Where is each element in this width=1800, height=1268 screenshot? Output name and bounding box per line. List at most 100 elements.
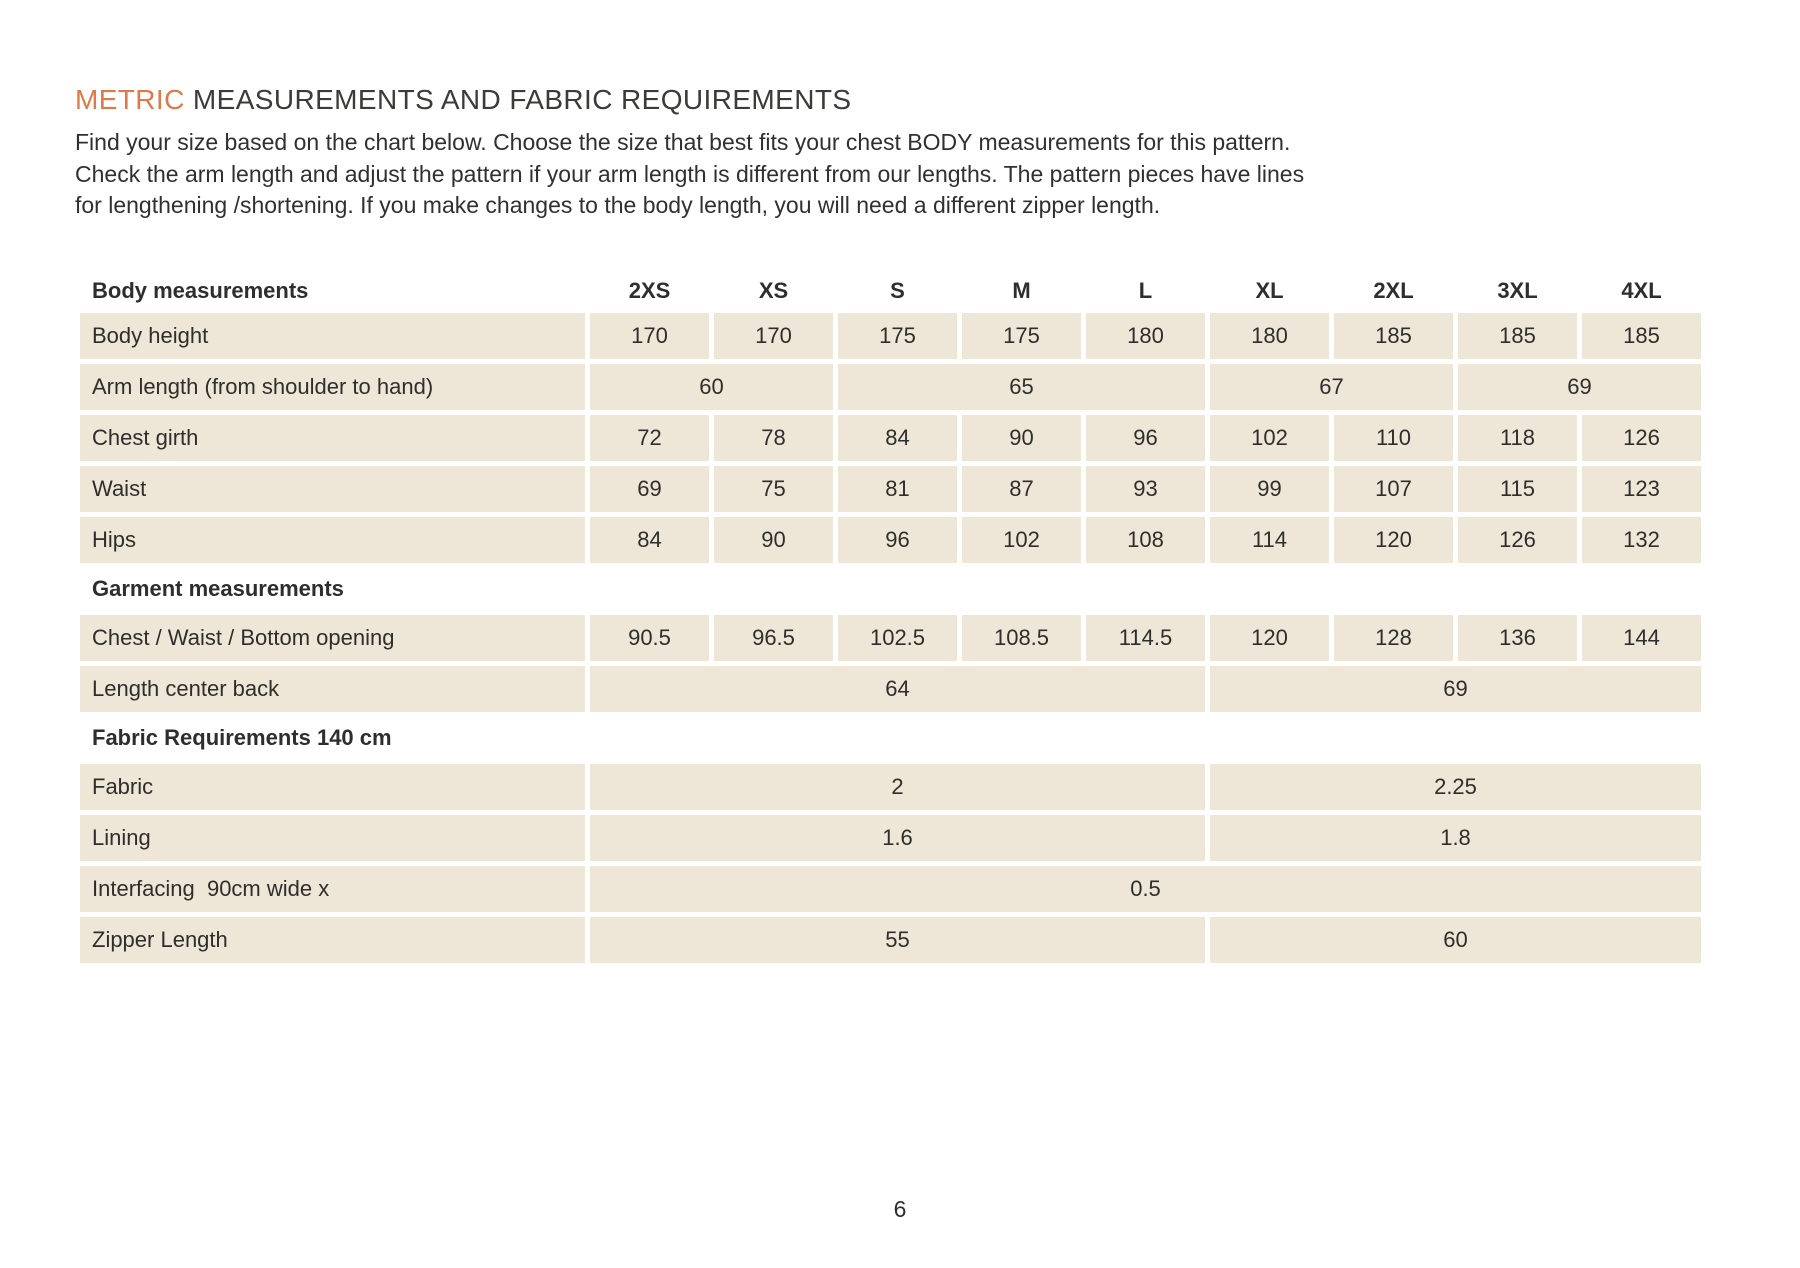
row-label: Chest / Waist / Bottom opening [80, 614, 585, 661]
value-cell: 180 [1086, 312, 1205, 359]
value-cell: 144 [1582, 614, 1701, 661]
merged-value-cell: 69 [1458, 363, 1701, 410]
page-number: 6 [893, 1196, 907, 1222]
value-cell: 180 [1210, 312, 1329, 359]
value-cell: 90.5 [590, 614, 709, 661]
merged-value-cell: 2.25 [1210, 763, 1701, 810]
row-label: Length center back [80, 665, 585, 712]
size-column-header-m: M [1012, 277, 1031, 303]
value-cell: 115 [1458, 465, 1577, 512]
page-content: METRIC MEASUREMENTS AND FABRIC REQUIREME… [75, 84, 1735, 968]
row-label: Fabric [80, 763, 585, 810]
size-column-header-xl: XL [1255, 277, 1284, 303]
value-cell: 93 [1086, 465, 1205, 512]
value-cell: 72 [590, 414, 709, 461]
row-label: Hips [80, 516, 585, 563]
row-label: Waist [80, 465, 585, 512]
size-column-header-l: L [1138, 277, 1153, 303]
merged-value-cell: 60 [590, 363, 833, 410]
row-fabric: Fabric 2 2.25 [80, 763, 1701, 810]
value-cell: 120 [1334, 516, 1453, 563]
value-cell: 120 [1210, 614, 1329, 661]
size-column-header-xs: XS [758, 277, 789, 303]
value-cell: 110 [1334, 414, 1453, 461]
measurements-table: Body measurements 2XS XS S M L XL 2XL 3X… [75, 269, 1706, 968]
value-cell: 96.5 [714, 614, 833, 661]
section-header-label: Garment measurements [92, 575, 344, 601]
merged-value-cell: 67 [1210, 363, 1453, 410]
value-cell: 102 [1210, 414, 1329, 461]
value-cell: 132 [1582, 516, 1701, 563]
row-chest-girth: Chest girth 72 78 84 90 96 102 110 118 1… [80, 414, 1701, 461]
merged-value-cell: 1.8 [1210, 814, 1701, 861]
value-cell: 136 [1458, 614, 1577, 661]
value-cell: 69 [590, 465, 709, 512]
size-column-header-2xs: 2XS [628, 277, 671, 303]
row-label: Lining [80, 814, 585, 861]
value-cell: 185 [1334, 312, 1453, 359]
row-label: Zipper Length [80, 916, 585, 963]
value-cell: 108.5 [962, 614, 1081, 661]
row-interfacing: Interfacing 90cm wide x 0.5 [80, 865, 1701, 912]
row-waist: Waist 69 75 81 87 93 99 107 115 123 [80, 465, 1701, 512]
value-cell: 185 [1458, 312, 1577, 359]
merged-value-cell: 65 [838, 363, 1205, 410]
table-header-row: Body measurements 2XS XS S M L XL 2XL 3X… [80, 274, 1701, 308]
value-cell: 175 [838, 312, 957, 359]
value-cell: 114.5 [1086, 614, 1205, 661]
merged-value-cell: 2 [590, 763, 1205, 810]
merged-value-cell: 1.6 [590, 814, 1205, 861]
value-cell: 107 [1334, 465, 1453, 512]
value-cell: 87 [962, 465, 1081, 512]
intro-line: Find your size based on the chart below.… [75, 129, 1291, 155]
row-arm-length: Arm length (from shoulder to hand) 60 65… [80, 363, 1701, 410]
page-title: METRIC MEASUREMENTS AND FABRIC REQUIREME… [75, 84, 1735, 116]
value-cell: 118 [1458, 414, 1577, 461]
value-cell: 99 [1210, 465, 1329, 512]
row-label: Body height [80, 312, 585, 359]
row-body-height: Body height 170 170 175 175 180 180 185 … [80, 312, 1701, 359]
value-cell: 114 [1210, 516, 1329, 563]
value-cell: 90 [962, 414, 1081, 461]
column-header-body-measurements: Body measurements [92, 277, 309, 303]
value-cell: 126 [1458, 516, 1577, 563]
section-garment-measurements: Garment measurements [80, 568, 1701, 610]
merged-value-cell: 69 [1210, 665, 1701, 712]
value-cell: 170 [590, 312, 709, 359]
merged-value-cell: 60 [1210, 916, 1701, 963]
value-cell: 175 [962, 312, 1081, 359]
size-column-header-3xl: 3XL [1497, 277, 1538, 303]
value-cell: 90 [714, 516, 833, 563]
value-cell: 84 [838, 414, 957, 461]
page-title-highlight: METRIC [75, 84, 185, 115]
section-fabric-requirements: Fabric Requirements 140 cm [80, 717, 1701, 759]
value-cell: 126 [1582, 414, 1701, 461]
value-cell: 102.5 [838, 614, 957, 661]
value-cell: 96 [1086, 414, 1205, 461]
row-chest-waist-bottom-opening: Chest / Waist / Bottom opening 90.5 96.5… [80, 614, 1701, 661]
value-cell: 84 [590, 516, 709, 563]
section-header-label: Fabric Requirements 140 cm [92, 724, 392, 750]
merged-value-cell: 64 [590, 665, 1205, 712]
size-column-header-s: S [890, 277, 905, 303]
row-label: Chest girth [80, 414, 585, 461]
value-cell: 108 [1086, 516, 1205, 563]
size-column-header-2xl: 2XL [1373, 277, 1414, 303]
value-cell: 96 [838, 516, 957, 563]
row-label: Interfacing 90cm wide x [80, 865, 585, 912]
intro-line: for lengthening /shortening. If you make… [75, 192, 1161, 218]
intro-paragraph: Find your size based on the chart below.… [75, 127, 1735, 222]
merged-value-cell: 55 [590, 916, 1205, 963]
row-hips: Hips 84 90 96 102 108 114 120 126 132 [80, 516, 1701, 563]
value-cell: 75 [714, 465, 833, 512]
page-title-rest: MEASUREMENTS AND FABRIC REQUIREMENTS [184, 84, 852, 115]
row-lining: Lining 1.6 1.8 [80, 814, 1701, 861]
merged-value-cell: 0.5 [590, 865, 1701, 912]
value-cell: 81 [838, 465, 957, 512]
value-cell: 185 [1582, 312, 1701, 359]
value-cell: 170 [714, 312, 833, 359]
row-length-center-back: Length center back 64 69 [80, 665, 1701, 712]
value-cell: 128 [1334, 614, 1453, 661]
value-cell: 78 [714, 414, 833, 461]
